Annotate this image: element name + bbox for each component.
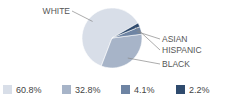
slice-label: ASIAN xyxy=(162,34,188,44)
leader-line xyxy=(128,58,160,64)
slice xyxy=(101,34,142,68)
leader-line xyxy=(137,32,160,39)
legend-label: 2.2% xyxy=(189,85,210,95)
legend-label: 4.1% xyxy=(134,85,155,95)
slice-label: WHITE xyxy=(43,6,71,16)
slice-label: BLACK xyxy=(162,59,190,69)
slice xyxy=(112,23,140,38)
legend-label: 32.8% xyxy=(75,85,101,95)
leader-line xyxy=(135,27,160,50)
leader-line xyxy=(72,11,93,21)
legend-swatch xyxy=(121,85,130,94)
legend-swatch xyxy=(3,85,12,94)
legend-label: 60.8% xyxy=(16,85,42,95)
slice-label: HISPANIC xyxy=(162,45,202,55)
chart: WHITE BLACK ASIANHISPANIC 60.8% 32.8% 4.1% 2.2… xyxy=(0,0,240,100)
legend-swatch xyxy=(176,85,185,94)
legend-swatch xyxy=(62,85,71,94)
